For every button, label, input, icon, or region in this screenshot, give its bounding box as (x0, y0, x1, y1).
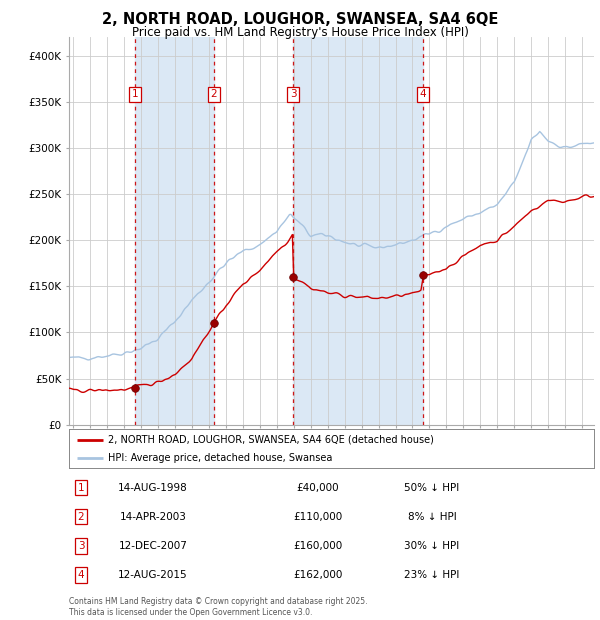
Bar (134, 37, 214, 425)
Text: 14-AUG-1998: 14-AUG-1998 (118, 482, 188, 493)
Text: 4: 4 (420, 89, 427, 99)
Text: £160,000: £160,000 (293, 541, 343, 551)
Text: HPI: Average price, detached house, Swansea: HPI: Average price, detached house, Swan… (109, 453, 333, 463)
Text: 2, NORTH ROAD, LOUGHOR, SWANSEA, SA4 6QE: 2, NORTH ROAD, LOUGHOR, SWANSEA, SA4 6QE (102, 12, 498, 27)
Text: 8% ↓ HPI: 8% ↓ HPI (407, 512, 457, 522)
Text: 3: 3 (290, 89, 296, 99)
Text: £162,000: £162,000 (293, 570, 343, 580)
Text: 23% ↓ HPI: 23% ↓ HPI (404, 570, 460, 580)
Text: 3: 3 (77, 541, 85, 551)
Text: Price paid vs. HM Land Registry's House Price Index (HPI): Price paid vs. HM Land Registry's House … (131, 26, 469, 39)
Text: 2: 2 (77, 512, 85, 522)
Text: 12-DEC-2007: 12-DEC-2007 (119, 541, 187, 551)
Text: Contains HM Land Registry data © Crown copyright and database right 2025.
This d: Contains HM Land Registry data © Crown c… (69, 598, 367, 617)
Text: 4: 4 (77, 570, 85, 580)
Text: 2: 2 (211, 89, 217, 99)
Bar (293, 37, 423, 425)
Text: 14-APR-2003: 14-APR-2003 (119, 512, 187, 522)
Text: £40,000: £40,000 (296, 482, 340, 493)
Text: 50% ↓ HPI: 50% ↓ HPI (404, 482, 460, 493)
Text: £110,000: £110,000 (293, 512, 343, 522)
Text: 30% ↓ HPI: 30% ↓ HPI (404, 541, 460, 551)
Text: 12-AUG-2015: 12-AUG-2015 (118, 570, 188, 580)
Text: 1: 1 (77, 482, 85, 493)
Text: 2, NORTH ROAD, LOUGHOR, SWANSEA, SA4 6QE (detached house): 2, NORTH ROAD, LOUGHOR, SWANSEA, SA4 6QE… (109, 435, 434, 445)
Text: 1: 1 (131, 89, 138, 99)
